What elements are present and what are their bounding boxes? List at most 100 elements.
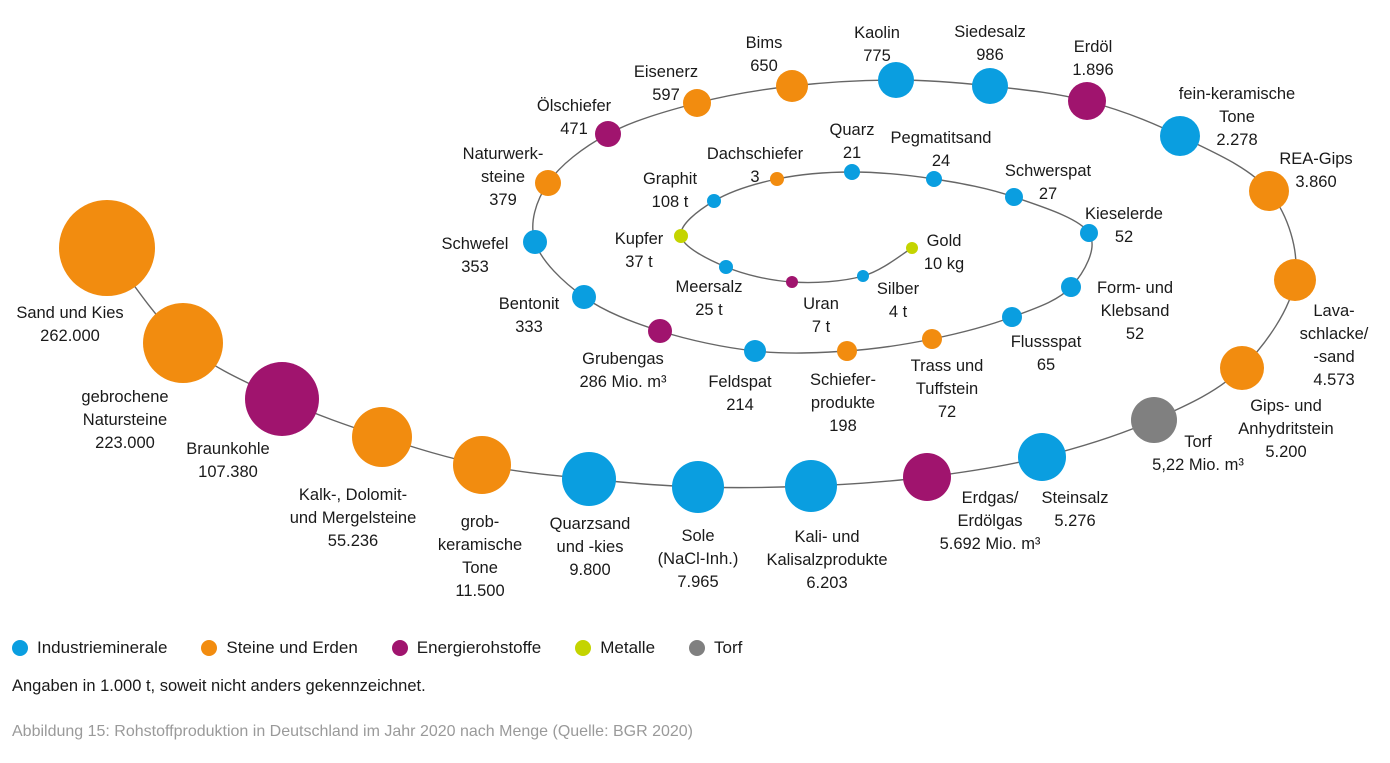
bubble-name: Tone <box>462 559 498 577</box>
bubble-fein-keramischetone <box>1160 116 1200 156</box>
legend-label: Industrieminerale <box>37 638 168 657</box>
bubble-pegmatitsand <box>926 171 942 187</box>
bubble-kieselerde <box>1080 224 1098 242</box>
bubble-value: 4.573 <box>1313 371 1354 389</box>
bubble-name: Kali- und <box>794 528 859 546</box>
bubble-kali-undkalisalzprodukte <box>785 460 837 512</box>
bubble-value: 353 <box>461 258 489 276</box>
legend-dot-icon <box>12 640 28 656</box>
bubble-schiefer-produkte <box>837 341 857 361</box>
bubble-name: keramische <box>438 536 522 554</box>
bubble-name: Kalk-, Dolomit- <box>299 486 407 504</box>
bubble-steinsalz <box>1018 433 1066 481</box>
bubbles <box>59 62 1316 513</box>
bubble-name: Kupfer <box>615 230 664 248</box>
bubble-braunkohle <box>245 362 319 436</box>
bubble-dachschiefer <box>770 172 784 186</box>
bubble-name: Dachschiefer <box>707 145 804 163</box>
bubble-rea-gips <box>1249 171 1289 211</box>
legend-dot-icon <box>391 640 408 656</box>
bubble-name: Steinsalz <box>1042 489 1109 507</box>
bubble-name: Quarz <box>830 121 875 139</box>
bubble-name: Gold <box>927 232 962 250</box>
bubble-feldspat <box>744 340 766 362</box>
bubble-name: Erdöl <box>1074 38 1113 56</box>
bubble-form-undklebsand <box>1061 277 1081 297</box>
bubble-name: Braunkohle <box>186 440 269 458</box>
bubble-name: Schwerspat <box>1005 162 1092 180</box>
bubble-bentonit <box>572 285 596 309</box>
bubble-name: Grubengas <box>582 350 664 368</box>
bubble-name: Tone <box>1219 108 1255 126</box>
legend-item-steine-und-erden: Steine und Erden <box>201 638 358 658</box>
bubble-value: 24 <box>932 152 950 170</box>
bubble-value: 7 t <box>812 318 831 336</box>
bubble-value: 72 <box>938 403 956 421</box>
bubble-name: -sand <box>1313 348 1354 366</box>
bubble-value: 27 <box>1039 185 1057 203</box>
bubble-name: Pegmatitsand <box>891 129 992 147</box>
bubble-flussspat <box>1002 307 1022 327</box>
bubble-value: 7.965 <box>677 573 718 591</box>
bubble-value: 21 <box>843 144 861 162</box>
bubble-name: REA-Gips <box>1279 150 1352 168</box>
bubble-value: 107.380 <box>198 463 258 481</box>
bubble-name: und -kies <box>557 538 624 556</box>
bubble-value: 5.692 Mio. m³ <box>940 535 1041 553</box>
spiral-bubble-chart: Sand und Kies 262.000 gebrochene Naturstein… <box>16 23 1368 600</box>
legend-label: Metalle <box>600 638 656 657</box>
bubble-name: Schwefel <box>442 235 509 253</box>
bubble-grubengas <box>648 319 672 343</box>
bubble-name: Klebsand <box>1101 302 1170 320</box>
bubble-quarz <box>844 164 860 180</box>
legend-label: Steine und Erden <box>226 638 358 657</box>
labels: Sand und Kies 262.000 gebrochene Naturstein… <box>16 23 1368 600</box>
bubble-value: 262.000 <box>40 327 100 345</box>
bubble-name: grob- <box>461 513 500 531</box>
bubble-name: Siedesalz <box>954 23 1026 41</box>
bubble-value: 52 <box>1126 325 1144 343</box>
bubble-quarzsandund-kies <box>562 452 616 506</box>
bubble-silber <box>857 270 869 282</box>
bubble-value: 2.278 <box>1216 131 1257 149</box>
bubble-name: Ölschiefer <box>537 97 612 115</box>
bubble-name: Bentonit <box>499 295 560 313</box>
bubble-kupfer <box>674 229 688 243</box>
bubble-name: schlacke/ <box>1300 325 1369 343</box>
bubble-value: 471 <box>560 120 588 138</box>
bubble-graphit <box>707 194 721 208</box>
bubble-name: Tuffstein <box>916 380 978 398</box>
bubble-trass-undtuffstein <box>922 329 942 349</box>
bubble-value: 650 <box>750 57 778 75</box>
figure-caption: Abbildung 15: Rohstoffproduktion in Deut… <box>12 723 694 740</box>
bubble-value: 986 <box>976 46 1004 64</box>
bubble-value: 6.203 <box>806 574 847 592</box>
bubble-name: Erdgas/ <box>962 489 1019 507</box>
bubble-schwerspat <box>1005 188 1023 206</box>
bubble-name: Flussspat <box>1011 333 1082 351</box>
legend-item-industrieminerale: Industrieminerale <box>12 638 167 658</box>
bubble-gips-undanhydritstein <box>1220 346 1264 390</box>
bubble-sole-nacl-inh- <box>672 461 724 513</box>
bubble-kaolin <box>878 62 914 98</box>
bubble-lava-schlacke-sand <box>1274 259 1316 301</box>
legend-dot-icon <box>575 640 592 656</box>
bubble-name: Graphit <box>643 170 698 188</box>
bubble-name: Meersalz <box>676 278 743 296</box>
bubble-name: Form- und <box>1097 279 1173 297</box>
bubble-name: (NaCl-Inh.) <box>658 550 739 568</box>
bubble-name: Trass und <box>911 357 984 375</box>
bubble-ölschiefer <box>595 121 621 147</box>
bubble-gold <box>906 242 918 254</box>
bubble-grob-keramischetone <box>453 436 511 494</box>
legend-item-metalle: Metalle <box>575 638 655 658</box>
legend-dot-icon <box>689 640 706 656</box>
bubble-kalk-dolomit-und-mergelsteine <box>352 407 412 467</box>
legend-item-energierohstoffe: Energierohstoffe <box>391 638 541 658</box>
bubble-value: 5,22 Mio. m³ <box>1152 456 1244 474</box>
bubble-name: Kalisalzprodukte <box>766 551 887 569</box>
bubble-schwefel <box>523 230 547 254</box>
bubble-value: 286 Mio. m³ <box>579 373 667 391</box>
bubble-name: Quarzsand <box>550 515 631 533</box>
bubble-name: Schiefer- <box>810 371 876 389</box>
